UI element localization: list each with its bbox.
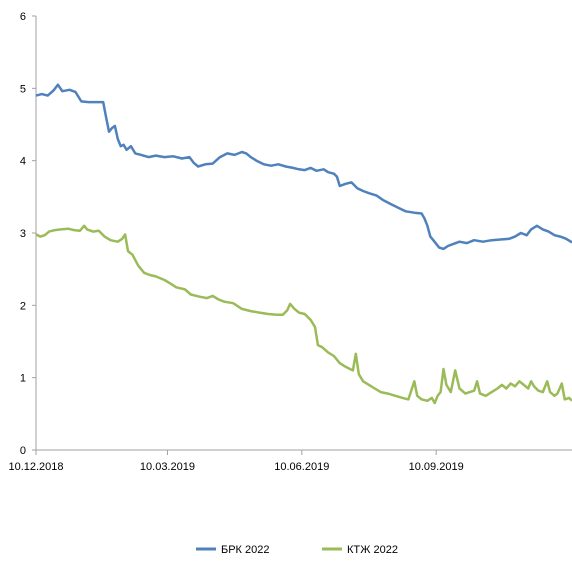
legend-label-ktzh: КТЖ 2022 [347, 544, 398, 556]
legend-item-brk: БРК 2022 [196, 544, 270, 556]
series-line-brk [35, 83, 572, 251]
legend: БРК 2022 КТЖ 2022 [196, 544, 398, 556]
legend-item-ktzh: КТЖ 2022 [322, 544, 398, 556]
y-axis-ticks: 0 1 2 3 4 5 6 [20, 11, 36, 457]
y-tick-label: 0 [20, 445, 26, 457]
y-tick-label: 5 [20, 83, 26, 95]
y-tick-label: 2 [20, 300, 26, 312]
x-tick-label: 10.09.2019 [409, 461, 464, 473]
x-tick-label: 10.12.2018 [8, 461, 63, 473]
series-layer [35, 83, 572, 405]
y-tick-label: 6 [20, 11, 26, 23]
x-tick-label: 10.06.2019 [274, 461, 329, 473]
x-axis-ticks: 10.12.2018 10.03.2019 10.06.2019 10.09.2019 [8, 450, 464, 473]
x-tick-label: 10.03.2019 [140, 461, 195, 473]
series-line-ktzh [35, 224, 572, 405]
legend-label-brk: БРК 2022 [221, 544, 270, 556]
y-tick-label: 3 [20, 228, 26, 240]
y-tick-label: 1 [20, 373, 26, 385]
y-tick-label: 4 [20, 156, 26, 168]
